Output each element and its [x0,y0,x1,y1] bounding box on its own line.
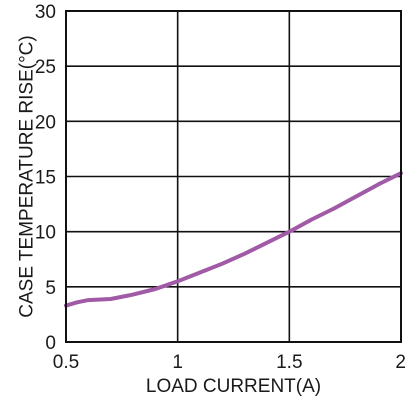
y-tick-label: 25 [35,57,56,78]
x-axis-title: LOAD CURRENT(A) [146,376,321,397]
x-tick-label: 1.5 [276,352,302,373]
y-tick-label: 15 [35,168,56,189]
series-layer [64,171,403,308]
x-tick-label: 0.5 [53,352,79,373]
y-tick-label: 10 [35,223,56,244]
y-tick-label: 5 [45,278,56,299]
y-tick-label: 20 [35,112,56,133]
grid [65,10,402,343]
y-tick-labels: 0 5 10 15 20 25 30 [35,2,56,354]
plot-frame [65,10,402,343]
x-tick-label: 2 [395,352,406,373]
y-tick-label: 0 [45,333,56,354]
x-tick-labels: 0.5 1 1.5 2 [53,352,406,373]
x-tick-label: 1 [172,352,183,373]
series-line [64,171,403,308]
y-axis-title: CASE TEMPERATURE RISE(°C) [17,35,38,317]
y-tick-label: 30 [35,2,56,23]
